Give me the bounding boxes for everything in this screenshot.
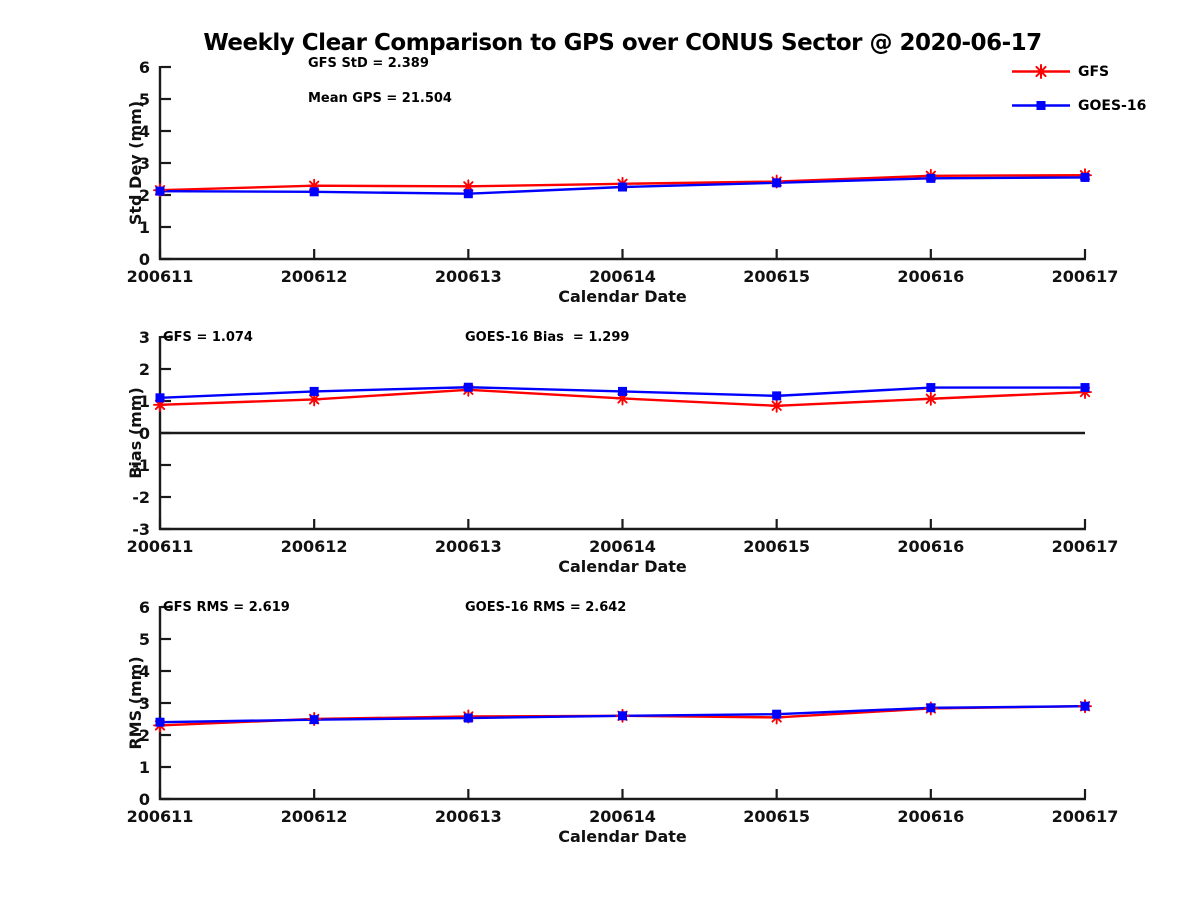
x-tick-label: 200613 [435, 807, 502, 826]
x-tick-label: 200615 [743, 537, 810, 556]
goes16-marker-square [463, 713, 473, 723]
y-tick-label: 4 [139, 662, 150, 681]
goes16-marker-square [309, 715, 319, 725]
y-tick-label: 1 [139, 758, 150, 777]
legend: GFS GOES-16 [1012, 63, 1146, 131]
x-tick-label: 200615 [743, 807, 810, 826]
x-tick-label: 200614 [589, 537, 656, 556]
y-tick-label: 5 [139, 630, 150, 649]
goes16-marker-square [155, 393, 165, 403]
goes16-marker-square [1080, 172, 1090, 182]
x-tick-label: 200616 [897, 267, 964, 286]
goes16-marker-square [926, 173, 936, 183]
x-tick-label: 200616 [897, 537, 964, 556]
annotation-goes16-bias: GOES-16 Bias = 1.299 [465, 330, 630, 345]
y-axis-label-std-dev: Std Dev (mm) [126, 100, 145, 226]
y-axis-label-rms: RMS (mm) [126, 656, 145, 750]
y-tick-label: 6 [139, 58, 150, 77]
figure-title: Weekly Clear Comparison to GPS over CONU… [203, 30, 1042, 56]
x-tick-label: 200611 [127, 267, 194, 286]
x-tick-label: 200613 [435, 537, 502, 556]
y-tick-label: -3 [132, 520, 150, 539]
y-tick-label: 0 [139, 424, 150, 443]
goes16-marker-square [463, 189, 473, 199]
y-tick-label: -1 [132, 456, 150, 475]
goes16-marker-square [309, 386, 319, 396]
legend-label-gfs: GFS [1078, 63, 1110, 80]
goes16-marker-square [618, 182, 627, 192]
y-tick-label: 4 [139, 122, 150, 141]
goes16-marker-square [772, 178, 782, 188]
goes16-marker-square [772, 391, 782, 401]
y-tick-label: 2 [139, 726, 150, 745]
x-tick-label: 200613 [435, 267, 502, 286]
goes16-marker-square [155, 717, 165, 727]
y-tick-label: 1 [139, 392, 150, 411]
x-tick-label: 200617 [1052, 537, 1119, 556]
x-tick-label: 200615 [743, 267, 810, 286]
x-tick-label: 200612 [281, 267, 348, 286]
goes16-marker-square [1036, 101, 1046, 110]
gfs-marker-asterisk [769, 398, 784, 413]
goes16-marker-square [463, 382, 473, 392]
goes16-marker-square [772, 709, 782, 719]
goes16-marker-square [618, 711, 627, 721]
rms-subplot: 0 1 2 3 4 5 6 200611 200612 200613 200614 200615 200… [127, 598, 1119, 826]
y-tick-label: 3 [139, 694, 150, 713]
x-axis-label-plot2: Calendar Date [558, 557, 687, 576]
x-tick-label: 200617 [1052, 267, 1119, 286]
annotation-goes16-rms: GOES-16 RMS = 2.642 [465, 600, 627, 615]
annotation-mean-gps: Mean GPS = 21.504 [308, 91, 452, 106]
y-tick-label: 0 [139, 790, 150, 809]
y-tick-label: 6 [139, 598, 150, 617]
goes16-marker-square [1080, 383, 1090, 393]
x-axis-label-plot1: Calendar Date [558, 287, 687, 306]
legend-label-goes16: GOES-16 [1078, 97, 1147, 114]
y-tick-label: -2 [132, 488, 150, 507]
goes16-marker-square [926, 703, 936, 713]
annotation-gfs-std: GFS StD = 2.389 [308, 56, 429, 71]
gfs-line-sample-icon [1012, 64, 1070, 79]
y-axis-label-bias: Bias (mm) [126, 387, 145, 479]
goes16-marker-square [618, 386, 627, 396]
y-tick-label: 2 [139, 360, 150, 379]
x-axis-label-plot3: Calendar Date [558, 827, 687, 846]
y-tick-label: 0 [139, 250, 150, 269]
goes16-marker-square [1080, 701, 1090, 711]
y-tick-label: 1 [139, 218, 150, 237]
x-tick-label: 200612 [281, 537, 348, 556]
y-tick-label: 2 [139, 186, 150, 205]
legend-entry-gfs[interactable]: GFS [1012, 63, 1146, 80]
goes16-line-sample-icon [1012, 101, 1070, 110]
gfs-marker-asterisk [923, 391, 938, 406]
x-tick-label: 200616 [897, 807, 964, 826]
std-dev-subplot: 0 1 2 3 4 5 6 200611 200612 200613 200614 200615 200… [127, 58, 1119, 286]
gfs-marker-asterisk [1033, 64, 1049, 79]
gfs-marker-asterisk [461, 179, 476, 194]
x-tick-label: 200617 [1052, 807, 1119, 826]
goes16-marker-square [309, 187, 319, 197]
y-tick-label: 3 [139, 328, 150, 347]
bias-subplot: -3 -2 -1 0 1 2 3 200611 200612 200613 200614 200615… [127, 328, 1119, 556]
x-tick-label: 200614 [589, 807, 656, 826]
annotation-gfs-bias: GFS = 1.074 [163, 330, 253, 345]
x-tick-label: 200611 [127, 537, 194, 556]
x-tick-label: 200612 [281, 807, 348, 826]
annotation-gfs-rms: GFS RMS = 2.619 [163, 600, 290, 615]
x-tick-label: 200611 [127, 807, 194, 826]
x-tick-label: 200614 [589, 267, 656, 286]
y-tick-label: 3 [139, 154, 150, 173]
goes16-marker-square [155, 186, 165, 196]
y-tick-label: 5 [139, 90, 150, 109]
legend-entry-goes16[interactable]: GOES-16 [1012, 97, 1146, 114]
goes16-marker-square [926, 383, 936, 393]
